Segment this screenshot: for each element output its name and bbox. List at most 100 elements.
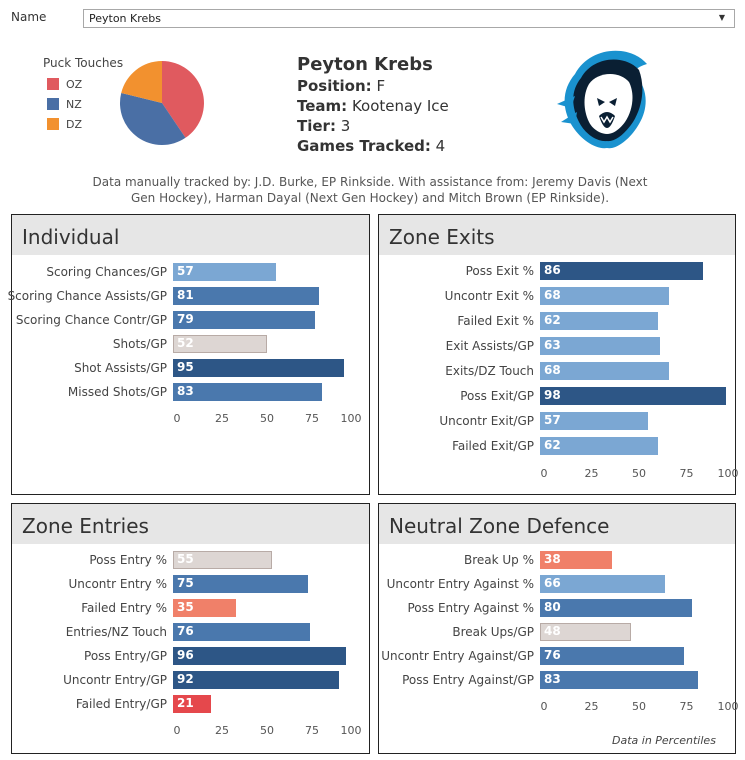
bar[interactable]: 92: [173, 671, 339, 689]
puck-touches-pie[interactable]: [118, 59, 206, 147]
axis-tick-label: 25: [215, 724, 229, 737]
bar[interactable]: 21: [173, 695, 211, 713]
axis-tick-label: 0: [540, 467, 548, 480]
bar-value-label: 95: [177, 360, 194, 374]
bar-category-label: Uncontr Entry Against/GP: [381, 649, 534, 663]
individual-panel: Individual Scoring Chances/GP 57 Scoring C…: [7, 214, 370, 495]
bar-category-label: Failed Exit/GP: [452, 439, 534, 453]
bar-value-label: 62: [544, 313, 561, 327]
legend-item-oz[interactable]: OZ: [47, 74, 123, 94]
bar-category-label: Failed Exit %: [457, 314, 534, 328]
legend-item-nz[interactable]: NZ: [47, 94, 123, 114]
axis-tick-label: 75: [305, 412, 319, 425]
bar-value-label: 79: [177, 312, 194, 326]
bar[interactable]: 86: [540, 262, 704, 280]
bar-value-label: 83: [544, 672, 561, 686]
bar[interactable]: 38: [540, 551, 613, 569]
team-label: Team:: [297, 97, 348, 115]
bar[interactable]: 68: [540, 362, 670, 380]
bar-value-label: 75: [177, 576, 194, 590]
axis-tick-label: 100: [717, 467, 739, 480]
axis-tick-label: 50: [632, 467, 646, 480]
chevron-down-icon[interactable]: ▼: [718, 13, 725, 22]
bar-category-label: Break Ups/GP: [452, 625, 534, 639]
legend-swatch: [47, 118, 59, 130]
bar-category-label: Uncontr Entry %: [68, 577, 167, 591]
bar[interactable]: 98: [540, 387, 727, 405]
bar[interactable]: 62: [540, 437, 658, 455]
player-tier-row: Tier: 3: [297, 116, 449, 136]
player-info: Peyton Krebs Position: F Team: Kootenay …: [297, 54, 449, 156]
bar[interactable]: 57: [173, 263, 276, 281]
bar-value-label: 57: [177, 264, 194, 278]
bar[interactable]: 66: [540, 575, 666, 593]
legend-title: Puck Touches: [43, 56, 124, 70]
axis-tick-label: 75: [679, 467, 694, 480]
bar[interactable]: 96: [173, 647, 346, 665]
bar[interactable]: 62: [540, 312, 658, 330]
bar-category-label: Scoring Chances/GP: [46, 265, 167, 279]
bar-value-label: 21: [177, 696, 194, 710]
legend-item-dz[interactable]: DZ: [47, 114, 123, 134]
axis-tick-label: 50: [632, 700, 646, 713]
bar[interactable]: 76: [540, 647, 685, 665]
bar[interactable]: 95: [173, 359, 344, 377]
axis-tick-label: 0: [173, 412, 181, 425]
bar[interactable]: 80: [540, 599, 692, 617]
axis-tick-label: 50: [260, 412, 274, 425]
player-games-row: Games Tracked: 4: [297, 136, 449, 156]
axis-tick-label: 75: [305, 724, 319, 737]
bar[interactable]: 68: [540, 287, 670, 305]
bar-value-label: 68: [544, 288, 561, 302]
bar-value-label: 48: [544, 624, 561, 638]
neutral-zone-defence-panel: Neutral Zone Defence Break Up % 38 Uncontr…: [378, 503, 739, 754]
axis-tick-label: 100: [717, 700, 739, 713]
position-value: F: [376, 77, 386, 95]
bar-category-label: Uncontr Exit/GP: [439, 414, 534, 428]
bar-category-label: Scoring Chance Assists/GP: [7, 289, 167, 303]
bar-value-label: 76: [177, 624, 194, 638]
bar[interactable]: 83: [173, 383, 323, 401]
legend-swatch: [47, 78, 59, 90]
bar[interactable]: 57: [540, 412, 649, 430]
bar-value-label: 86: [544, 263, 561, 277]
legend-label: DZ: [66, 117, 83, 131]
panel-title: Zone Exits: [379, 215, 735, 255]
axis-tick-label: 50: [260, 724, 274, 737]
legend-swatch: [47, 98, 59, 110]
bar-category-label: Poss Entry %: [89, 553, 167, 567]
bar[interactable]: 48: [540, 623, 632, 641]
bar-category-label: Uncontr Entry/GP: [63, 673, 167, 687]
bar[interactable]: 52: [173, 335, 267, 353]
legend-label: NZ: [66, 97, 82, 111]
bar[interactable]: 55: [173, 551, 272, 569]
tier-label: Tier:: [297, 117, 336, 135]
bar[interactable]: 79: [173, 311, 316, 329]
bar-value-label: 98: [544, 388, 561, 402]
bar-value-label: 62: [544, 438, 561, 452]
bar-category-label: Poss Entry/GP: [84, 649, 167, 663]
axis-tick-label: 100: [340, 412, 362, 425]
axis-tick-label: 75: [679, 700, 694, 713]
bar[interactable]: 35: [173, 599, 236, 617]
bar[interactable]: 75: [173, 575, 308, 593]
bar-category-label: Poss Exit/GP: [460, 389, 534, 403]
axis-tick-label: 0: [173, 724, 181, 737]
pie-slice-oz[interactable]: [162, 61, 204, 138]
name-select[interactable]: Peyton Krebs ▼: [83, 9, 735, 28]
bar-value-label: 76: [544, 648, 561, 662]
bar-category-label: Failed Entry/GP: [75, 697, 167, 711]
bar[interactable]: 81: [173, 287, 319, 305]
zone-exits-panel: Zone Exits Poss Exit % 86 Uncontr Exit % 68…: [378, 214, 739, 495]
bar-value-label: 66: [544, 576, 561, 590]
bar-value-label: 96: [177, 648, 194, 662]
bar[interactable]: 83: [540, 671, 698, 689]
team-logo: [557, 50, 647, 149]
pie-slice-dz[interactable]: [121, 61, 162, 103]
pie-slice-nz[interactable]: [119, 93, 186, 145]
bar[interactable]: 63: [540, 337, 660, 355]
panel-title: Individual: [12, 215, 369, 255]
bar[interactable]: 76: [173, 623, 310, 641]
position-label: Position:: [297, 77, 372, 95]
bar-value-label: 81: [177, 288, 194, 302]
